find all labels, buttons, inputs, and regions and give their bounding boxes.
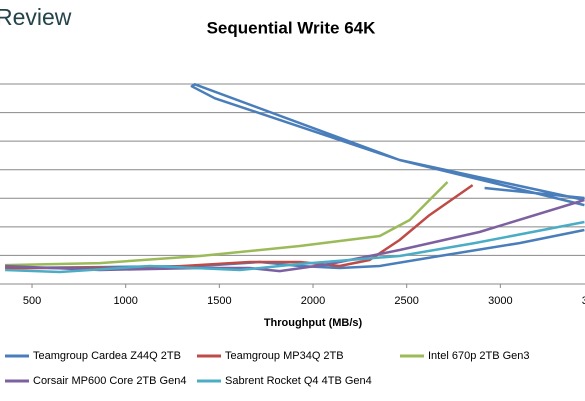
legend-label: Corsair MP600 Core 2TB Gen4 xyxy=(33,375,186,387)
x-tick-label: 1500 xyxy=(207,295,231,307)
legend-label: Sabrent Rocket Q4 4TB Gen4 xyxy=(225,375,372,387)
x-tick-label: 500 xyxy=(23,295,41,307)
series-line xyxy=(5,181,449,267)
x-tick-label: 2500 xyxy=(394,295,418,307)
legend-label: Teamgroup MP34Q 2TB xyxy=(225,350,344,362)
x-tick-label: 3500 xyxy=(582,295,585,307)
legend-label: Teamgroup Cardea Z44Q 2TB xyxy=(33,350,181,362)
series-line xyxy=(5,198,585,273)
chart-title: Sequential Write 64K xyxy=(207,18,377,37)
series-line xyxy=(5,184,474,270)
x-axis-label: Throughput (MB/s) xyxy=(264,317,363,329)
series-line xyxy=(5,220,585,274)
series-line xyxy=(5,83,585,270)
brand: Review xyxy=(0,4,72,30)
legend-label: Intel 670p 2TB Gen3 xyxy=(428,350,530,362)
x-tick-label: 3000 xyxy=(488,295,512,307)
x-tick-label: 2000 xyxy=(301,295,325,307)
x-tick-label: 1000 xyxy=(113,295,137,307)
